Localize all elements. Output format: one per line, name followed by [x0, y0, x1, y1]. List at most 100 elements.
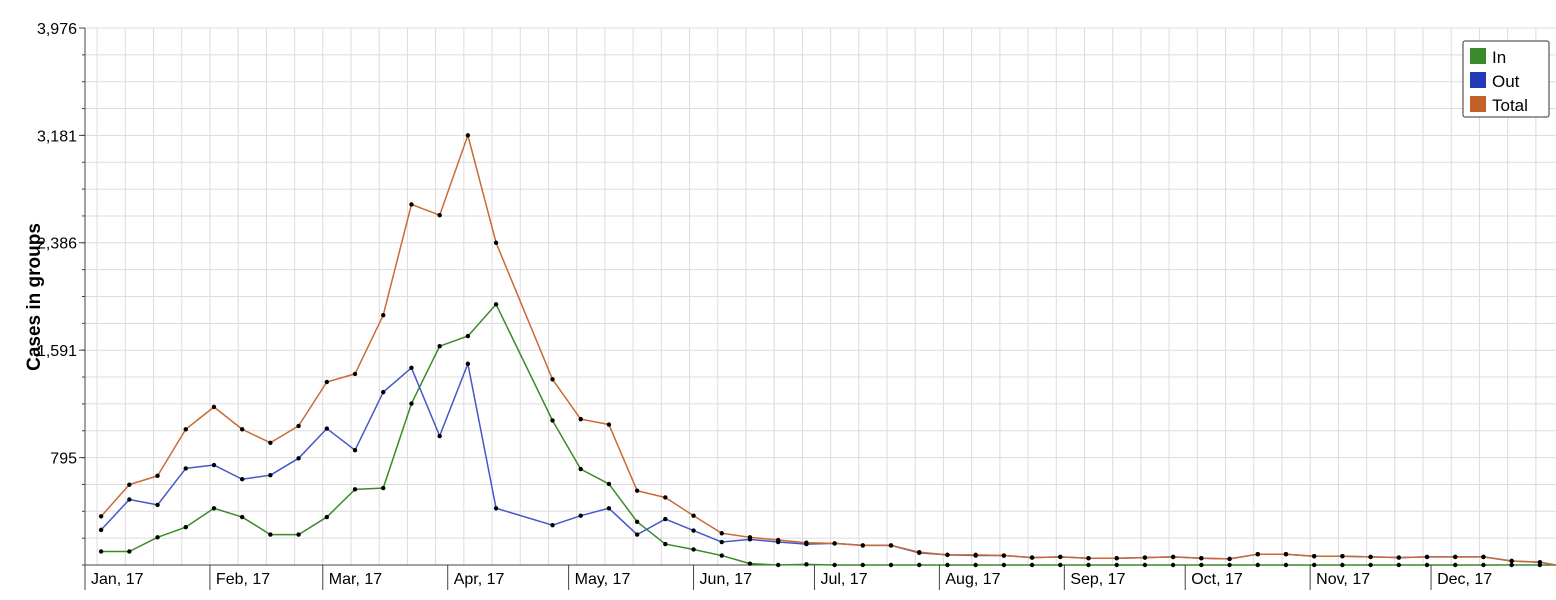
data-point-in[interactable] — [211, 506, 217, 511]
data-point-out[interactable] — [719, 539, 724, 545]
data-point-total[interactable] — [1001, 553, 1007, 558]
data-point-total[interactable] — [1453, 554, 1458, 560]
data-point-total[interactable] — [832, 541, 837, 546]
data-point-in[interactable] — [1453, 562, 1458, 568]
data-point-total[interactable] — [1283, 551, 1289, 557]
data-point-total[interactable] — [381, 312, 386, 318]
data-point-in[interactable] — [1509, 562, 1514, 568]
data-point-total[interactable] — [1114, 556, 1119, 561]
data-point-total[interactable] — [352, 371, 358, 377]
data-point-total[interactable] — [747, 535, 753, 540]
data-point-out[interactable] — [211, 462, 217, 468]
data-point-out[interactable] — [663, 516, 668, 522]
data-point-out[interactable] — [578, 513, 583, 518]
data-point-in[interactable] — [1340, 562, 1345, 568]
data-point-in[interactable] — [409, 401, 414, 406]
data-point-total[interactable] — [1368, 554, 1373, 560]
data-point-in[interactable] — [1001, 562, 1007, 568]
data-point-total[interactable] — [239, 427, 245, 432]
data-point-total[interactable] — [1170, 554, 1176, 560]
data-point-out[interactable] — [127, 497, 132, 502]
data-point-in[interactable] — [1227, 562, 1232, 568]
data-point-total[interactable] — [1142, 555, 1148, 560]
data-point-in[interactable] — [663, 541, 668, 547]
data-point-total[interactable] — [578, 416, 583, 422]
data-point-in[interactable] — [1396, 562, 1402, 568]
data-point-total[interactable] — [268, 440, 273, 445]
data-point-total[interactable] — [945, 552, 950, 558]
data-point-out[interactable] — [606, 506, 612, 511]
data-point-total[interactable] — [860, 543, 866, 548]
data-point-total[interactable] — [1086, 556, 1091, 561]
data-point-out[interactable] — [98, 527, 104, 533]
data-point-in[interactable] — [98, 549, 104, 554]
data-point-total[interactable] — [211, 404, 217, 410]
legend-item-out[interactable]: Out — [1470, 72, 1520, 91]
data-point-in[interactable] — [804, 562, 809, 567]
data-point-in[interactable] — [1170, 562, 1176, 568]
data-point-total[interactable] — [155, 473, 160, 479]
data-point-out[interactable] — [493, 506, 499, 511]
data-point-total[interactable] — [775, 537, 781, 543]
data-point-in[interactable] — [127, 549, 132, 554]
data-point-in[interactable] — [465, 333, 471, 339]
data-point-total[interactable] — [550, 377, 555, 382]
data-point-in[interactable] — [1481, 562, 1486, 568]
data-point-in[interactable] — [1311, 562, 1317, 568]
legend-item-total[interactable]: Total — [1470, 96, 1528, 115]
data-point-in[interactable] — [296, 532, 301, 537]
data-point-total[interactable] — [606, 422, 612, 427]
data-point-total[interactable] — [493, 240, 499, 245]
data-point-in[interactable] — [917, 562, 922, 568]
data-point-total[interactable] — [888, 543, 894, 548]
data-point-out[interactable] — [691, 528, 696, 533]
data-point-total[interactable] — [324, 379, 330, 385]
data-point-total[interactable] — [1481, 554, 1486, 560]
data-point-in[interactable] — [1368, 562, 1373, 568]
data-point-out[interactable] — [381, 389, 386, 395]
data-point-total[interactable] — [1227, 556, 1232, 562]
data-point-out[interactable] — [465, 361, 471, 366]
data-point-in[interactable] — [945, 562, 950, 568]
data-point-out[interactable] — [437, 433, 442, 439]
data-point-in[interactable] — [973, 562, 978, 568]
data-point-in[interactable] — [719, 553, 724, 558]
data-point-in[interactable] — [1424, 562, 1430, 568]
data-point-in[interactable] — [1142, 562, 1148, 568]
data-point-in[interactable] — [239, 514, 245, 520]
data-point-out[interactable] — [183, 466, 188, 471]
data-point-total[interactable] — [437, 212, 442, 218]
data-point-out[interactable] — [409, 365, 414, 371]
data-point-total[interactable] — [465, 133, 471, 138]
data-point-in[interactable] — [775, 562, 781, 568]
data-point-total[interactable] — [634, 488, 640, 493]
data-point-total[interactable] — [917, 549, 922, 555]
legend-item-in[interactable]: In — [1470, 48, 1506, 67]
data-point-total[interactable] — [296, 423, 301, 429]
data-point-out[interactable] — [352, 447, 358, 453]
data-point-in[interactable] — [183, 524, 188, 530]
data-point-total[interactable] — [1340, 554, 1345, 559]
data-point-in[interactable] — [888, 562, 894, 568]
data-point-total[interactable] — [1199, 556, 1204, 561]
data-point-in[interactable] — [747, 561, 753, 566]
data-point-total[interactable] — [691, 513, 696, 518]
data-point-in[interactable] — [1114, 562, 1119, 568]
data-point-in[interactable] — [352, 487, 358, 492]
data-point-total[interactable] — [127, 482, 132, 487]
data-point-out[interactable] — [634, 532, 640, 537]
data-point-in[interactable] — [860, 562, 866, 568]
data-point-total[interactable] — [1509, 558, 1514, 564]
data-point-total[interactable] — [183, 427, 188, 432]
data-point-total[interactable] — [973, 552, 978, 558]
data-point-total[interactable] — [98, 514, 104, 519]
data-point-in[interactable] — [832, 562, 837, 568]
data-point-in[interactable] — [493, 302, 499, 307]
data-point-in[interactable] — [1199, 562, 1204, 568]
data-point-out[interactable] — [296, 456, 301, 461]
data-point-total[interactable] — [663, 495, 668, 500]
data-point-out[interactable] — [550, 522, 555, 528]
data-point-in[interactable] — [155, 535, 160, 540]
data-point-total[interactable] — [409, 202, 414, 207]
data-point-in[interactable] — [381, 485, 386, 491]
